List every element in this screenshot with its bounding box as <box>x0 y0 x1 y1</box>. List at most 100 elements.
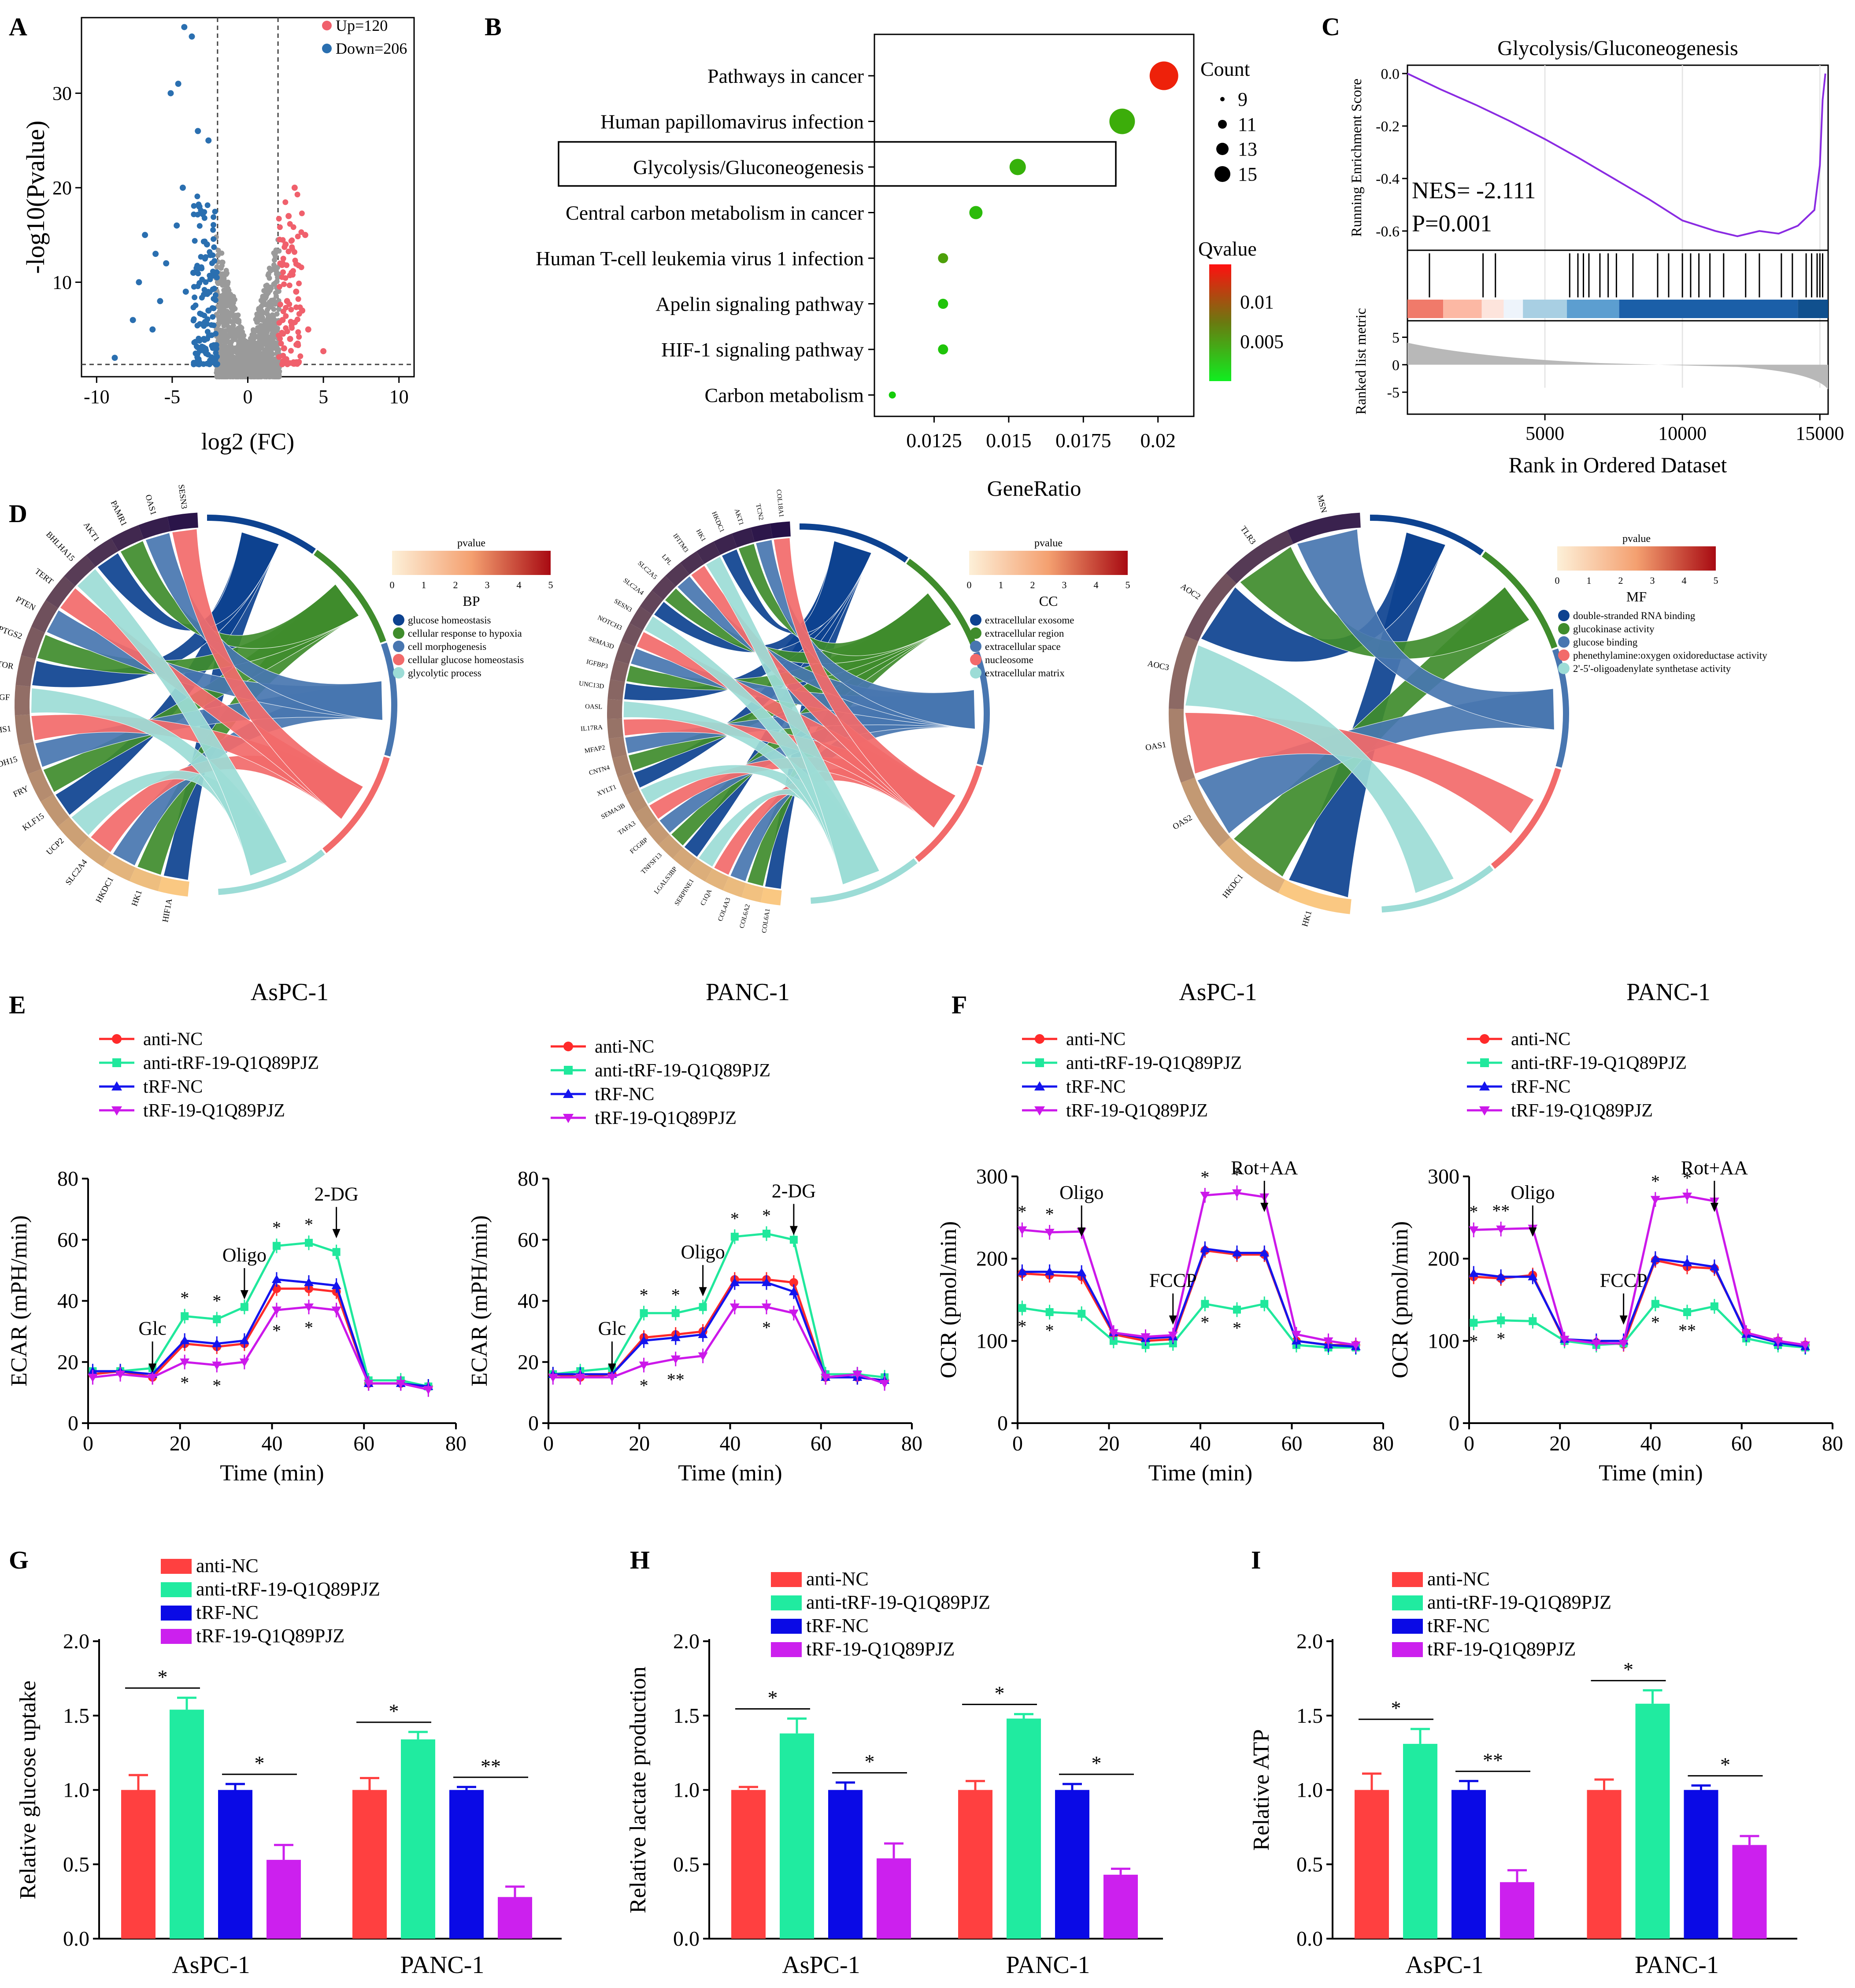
category-label: AsPC-1 <box>1405 1951 1483 1979</box>
ns-point <box>276 306 281 312</box>
ns-point <box>236 319 242 325</box>
term-label: Carbon metabolism <box>704 384 864 407</box>
legend-label: tRF-NC <box>196 1602 259 1623</box>
enrichment-line <box>1407 73 1826 237</box>
term-arc <box>1481 551 1558 649</box>
term-label: Human T-cell leukemia virus 1 infection <box>536 247 864 270</box>
gene-label: OAS1 <box>1145 740 1167 753</box>
injection-arrowhead <box>1529 1227 1537 1237</box>
legend-up-swatch <box>322 21 332 30</box>
count-legend-label: 11 <box>1238 114 1256 135</box>
significance-star: * <box>272 1320 281 1340</box>
ns-point <box>267 368 273 374</box>
legend-marker <box>111 1081 122 1090</box>
down-point <box>111 355 118 361</box>
rank-heat-segment <box>1481 300 1504 318</box>
data-point <box>639 1335 649 1344</box>
term-legend-label: 2'-5'-oligoadenylate synthetase activity <box>1573 663 1731 674</box>
data-point <box>181 1312 189 1320</box>
down-point <box>204 316 211 322</box>
legend-label: anti-tRF-19-Q1Q89PJZ <box>1511 1053 1687 1073</box>
data-point <box>1709 1262 1719 1271</box>
y-tick-label: 10 <box>52 272 72 293</box>
ns-point <box>260 294 266 300</box>
pvalue-tick: 0 <box>967 579 972 590</box>
injection-label: Oligo <box>681 1241 725 1263</box>
gene-label: UNC13D <box>578 680 604 690</box>
down-point <box>192 360 198 367</box>
bar <box>1587 1790 1622 1939</box>
term-label: Human papillomavirus infection <box>600 111 864 133</box>
legend-label: anti-tRF-19-Q1Q89PJZ <box>1427 1591 1611 1613</box>
bar <box>170 1710 204 1939</box>
pvalue-tick: 2 <box>1618 575 1623 586</box>
y-tick-label: 0.5 <box>1296 1853 1323 1876</box>
legend-swatch <box>771 1572 802 1587</box>
x-tick-label: 0.015 <box>986 429 1032 452</box>
ns-point <box>259 351 265 356</box>
gene-label: TNFSF13 <box>640 852 663 875</box>
up-point <box>305 326 311 333</box>
injection-arrowhead <box>1169 1315 1177 1325</box>
gene-arc <box>41 794 70 827</box>
y-axis-title: Relative glucose uptake <box>15 1680 41 1899</box>
series-line <box>553 1306 885 1385</box>
term-legend-label: double-stranded RNA binding <box>1573 610 1696 621</box>
kegg-dotplot: Pathways in cancer Human papillomavirus i… <box>536 33 1284 501</box>
ns-point <box>268 267 274 273</box>
down-point <box>212 208 218 215</box>
up-point <box>280 352 286 359</box>
ns-point <box>263 302 269 308</box>
down-point <box>196 361 202 367</box>
up-point <box>280 256 286 262</box>
injection-label: Oligo <box>222 1244 267 1266</box>
highlight-box <box>558 141 1117 187</box>
gene-arc <box>111 525 144 551</box>
gene-label: PAMR1 <box>109 499 129 528</box>
term-label: HIF-1 signaling pathway <box>661 338 864 361</box>
plot-title: AsPC-1 <box>251 979 329 1006</box>
gene-label: OAS2 <box>1171 813 1194 831</box>
term-arc <box>811 858 918 904</box>
ns-point <box>216 317 222 323</box>
glucose-uptake-bar-chart: anti-NCanti-tRF-19-Q1Q89PJZtRF-NCtRF-19-… <box>15 1555 562 1979</box>
down-point <box>208 322 215 328</box>
bar <box>449 1790 484 1939</box>
up-point <box>294 192 300 198</box>
ns-point <box>226 344 231 350</box>
up-point <box>288 348 294 354</box>
term-legend-swatch <box>970 627 981 639</box>
x-tick-label: 15000 <box>1796 423 1844 444</box>
legend-marker <box>563 1042 573 1051</box>
ns-point <box>231 336 237 342</box>
gene-arc <box>21 627 45 660</box>
bar <box>877 1858 911 1939</box>
x-tick-label: 0 <box>1464 1432 1474 1455</box>
pvalue-legend-title: pvalue <box>1622 533 1651 545</box>
pvalue-tick: 5 <box>1714 575 1718 586</box>
down-point <box>210 273 216 279</box>
legend-swatch <box>1392 1595 1423 1610</box>
gene-arc <box>1278 879 1351 914</box>
x-tick-label: 40 <box>720 1432 741 1455</box>
legend-label: anti-tRF-19-Q1Q89PJZ <box>595 1061 770 1081</box>
legend-label: anti-NC <box>595 1037 654 1057</box>
significance-star: * <box>1233 1318 1241 1338</box>
data-point <box>575 1373 585 1382</box>
ns-point <box>259 315 265 320</box>
data-point <box>1650 1254 1660 1262</box>
chord-ribbon <box>77 568 288 876</box>
ns-point <box>223 312 229 317</box>
data-point <box>1044 1267 1055 1276</box>
down-point <box>179 185 186 191</box>
gene-label: HGF <box>0 693 10 702</box>
ns-point <box>226 362 231 368</box>
bar <box>1451 1790 1486 1939</box>
up-point <box>291 361 297 367</box>
term-label: Apelin signaling pathway <box>655 293 864 315</box>
legend-label: anti-tRF-19-Q1Q89PJZ <box>143 1053 319 1073</box>
down-point <box>205 137 212 144</box>
legend-marker <box>1034 1106 1045 1116</box>
category-key: CC <box>1039 593 1058 609</box>
up-point <box>281 281 287 287</box>
